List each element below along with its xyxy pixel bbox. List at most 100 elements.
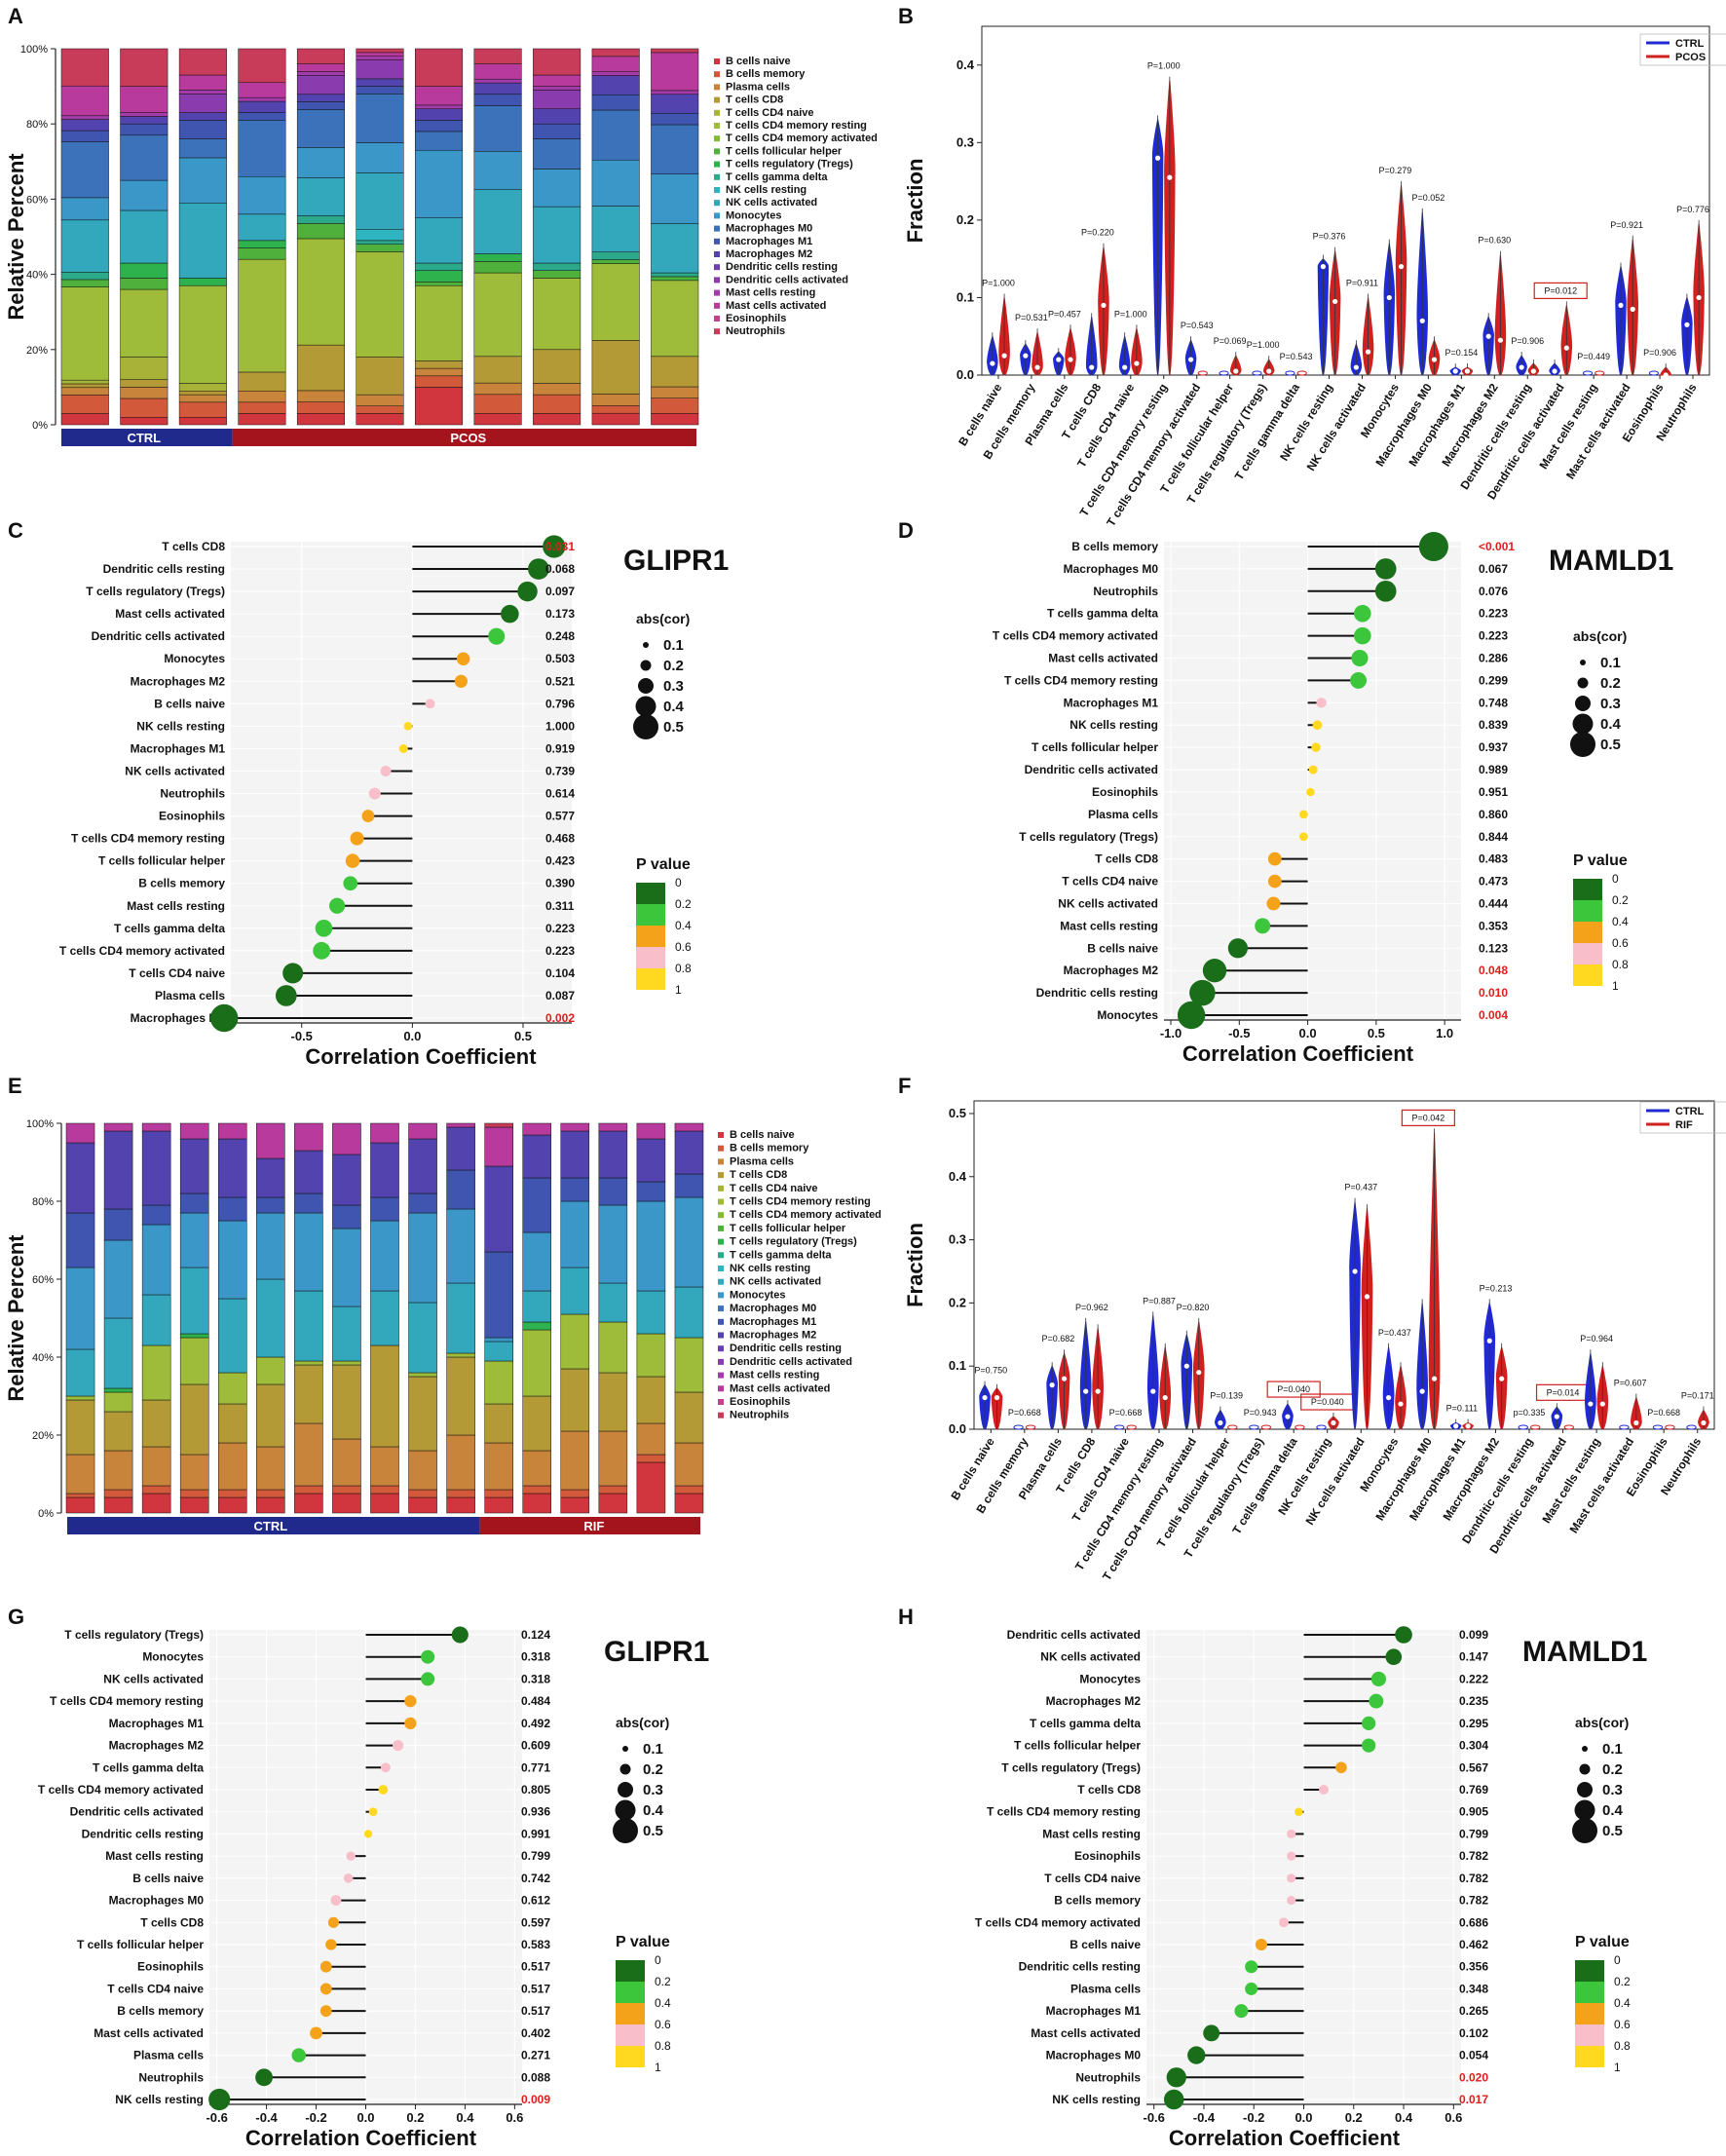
x-axis-title: Correlation Coefficient bbox=[245, 2126, 477, 2150]
p-value-label: P=0.154 bbox=[1445, 348, 1478, 358]
y-tick-label: 0.1 bbox=[949, 1358, 966, 1373]
p-value: 0.805 bbox=[521, 1783, 550, 1797]
row-label: Mast cells activated bbox=[1031, 2026, 1141, 2040]
bar-segment bbox=[674, 1196, 704, 1288]
bar-segment bbox=[533, 383, 582, 396]
row-label: Plasma cells bbox=[133, 2049, 204, 2062]
bar-segment bbox=[65, 1395, 95, 1401]
legend-title-p: P value bbox=[636, 856, 691, 873]
row-label: Macrophages M0 bbox=[1046, 2049, 1142, 2062]
legend-item: T cells CD8 bbox=[730, 1169, 787, 1181]
row-label: B cells memory bbox=[1054, 1894, 1141, 1908]
row-label: Dendritic cells resting bbox=[103, 562, 225, 576]
bar-segment bbox=[256, 1278, 285, 1358]
bar-segment bbox=[522, 1321, 552, 1331]
legend-item: NK cells resting bbox=[730, 1263, 810, 1274]
bar-segment bbox=[356, 94, 404, 143]
p-value: 0.353 bbox=[1479, 919, 1508, 932]
bar-segment bbox=[484, 1496, 513, 1514]
row-label: T cells follicular helper bbox=[98, 854, 225, 868]
row-label: T cells CD4 memory resting bbox=[50, 1694, 204, 1708]
row-label: Plasma cells bbox=[155, 989, 225, 1002]
bar-segment bbox=[674, 1391, 704, 1444]
bar-segment bbox=[120, 387, 169, 399]
violin-ctrl bbox=[1582, 370, 1594, 376]
x-tick-label: 0.0 bbox=[1299, 1026, 1317, 1040]
bar-segment bbox=[120, 357, 169, 380]
lollipop-dot bbox=[543, 535, 566, 558]
bar-segment bbox=[560, 1267, 590, 1315]
p-value: 0.583 bbox=[521, 1938, 550, 1951]
p-value-label: P=0.776 bbox=[1676, 205, 1709, 214]
bar-segment bbox=[446, 1169, 475, 1210]
p-value-label: P=0.279 bbox=[1379, 166, 1412, 175]
bar-segment bbox=[65, 1496, 95, 1514]
violin-ctrl bbox=[1114, 1424, 1125, 1430]
lollipop-dot bbox=[1354, 626, 1371, 645]
median-dot bbox=[1083, 1388, 1089, 1394]
median-dot bbox=[1588, 1401, 1594, 1407]
bar-segment bbox=[484, 1337, 513, 1343]
bar-segment bbox=[60, 395, 109, 414]
median-dot bbox=[1398, 264, 1405, 270]
color-legend-label: 0 bbox=[1614, 1953, 1621, 1967]
bar-segment bbox=[591, 340, 640, 395]
row-label: NK cells activated bbox=[103, 1672, 204, 1685]
y-tick-label: 0.2 bbox=[957, 212, 974, 227]
legend-swatch bbox=[718, 1412, 724, 1418]
violin-ctrl bbox=[1686, 1424, 1697, 1430]
legend-item: CTRL bbox=[1675, 38, 1705, 50]
legend-item: Neutrophils bbox=[726, 325, 785, 337]
bar-segment bbox=[179, 1337, 209, 1385]
bar-segment bbox=[296, 223, 345, 240]
p-value: 0.124 bbox=[521, 1628, 550, 1642]
color-legend-block bbox=[1573, 965, 1602, 986]
lollipop-dot bbox=[1255, 1938, 1267, 1951]
bar-segment bbox=[446, 1434, 475, 1491]
lollipop-dot bbox=[517, 581, 538, 602]
row-label: T cells CD4 memory resting bbox=[1004, 673, 1158, 687]
group-label: RIF bbox=[583, 1519, 604, 1533]
bar-segment bbox=[356, 240, 404, 245]
legend-item: Mast cells resting bbox=[730, 1370, 819, 1381]
bar-segment bbox=[179, 1383, 209, 1456]
p-value-label: P=0.750 bbox=[974, 1366, 1007, 1376]
bar-segment bbox=[296, 413, 345, 426]
bar-segment bbox=[141, 1122, 171, 1132]
median-dot bbox=[982, 1394, 988, 1401]
bar-segment bbox=[651, 124, 699, 174]
row-label: NK cells activated bbox=[125, 764, 225, 777]
p-value: 0.173 bbox=[545, 607, 575, 621]
median-dot bbox=[1353, 364, 1359, 370]
p-value: 0.223 bbox=[1479, 607, 1508, 621]
row-label: T cells regulatory (Tregs) bbox=[1019, 830, 1158, 844]
p-value-label: P=0.964 bbox=[1580, 1334, 1613, 1343]
bar-segment bbox=[370, 1485, 399, 1494]
bar-segment bbox=[533, 138, 582, 170]
violin-case bbox=[1563, 1424, 1574, 1430]
median-dot bbox=[1056, 357, 1062, 362]
bar-segment bbox=[484, 1122, 513, 1128]
legend-swatch bbox=[718, 1132, 724, 1138]
bar-segment bbox=[446, 1122, 475, 1128]
violin-case bbox=[1260, 1424, 1272, 1430]
row-label: T cells gamma delta bbox=[1030, 1717, 1141, 1730]
size-legend-dot bbox=[640, 660, 652, 671]
lollipop-dot bbox=[275, 985, 297, 1006]
x-tick-label: 0.4 bbox=[1395, 2110, 1413, 2125]
row-label: Dendritic cells activated bbox=[1025, 763, 1158, 776]
bar-segment bbox=[103, 1317, 133, 1389]
bar-segment bbox=[674, 1173, 704, 1198]
bar-segment bbox=[60, 413, 109, 426]
bar-segment bbox=[484, 1341, 513, 1362]
violin-case bbox=[1294, 1424, 1305, 1430]
y-tick-label: 0.4 bbox=[949, 1169, 967, 1184]
legend-swatch bbox=[714, 316, 720, 322]
panel-letter-F: F bbox=[898, 1074, 911, 1098]
lollipop-dot bbox=[1163, 2089, 1184, 2110]
bar-segment bbox=[296, 48, 345, 64]
legend-swatch bbox=[718, 1158, 724, 1165]
p-value: 0.483 bbox=[1479, 852, 1508, 866]
legend-swatch bbox=[714, 277, 720, 284]
legend-swatch bbox=[714, 187, 720, 193]
